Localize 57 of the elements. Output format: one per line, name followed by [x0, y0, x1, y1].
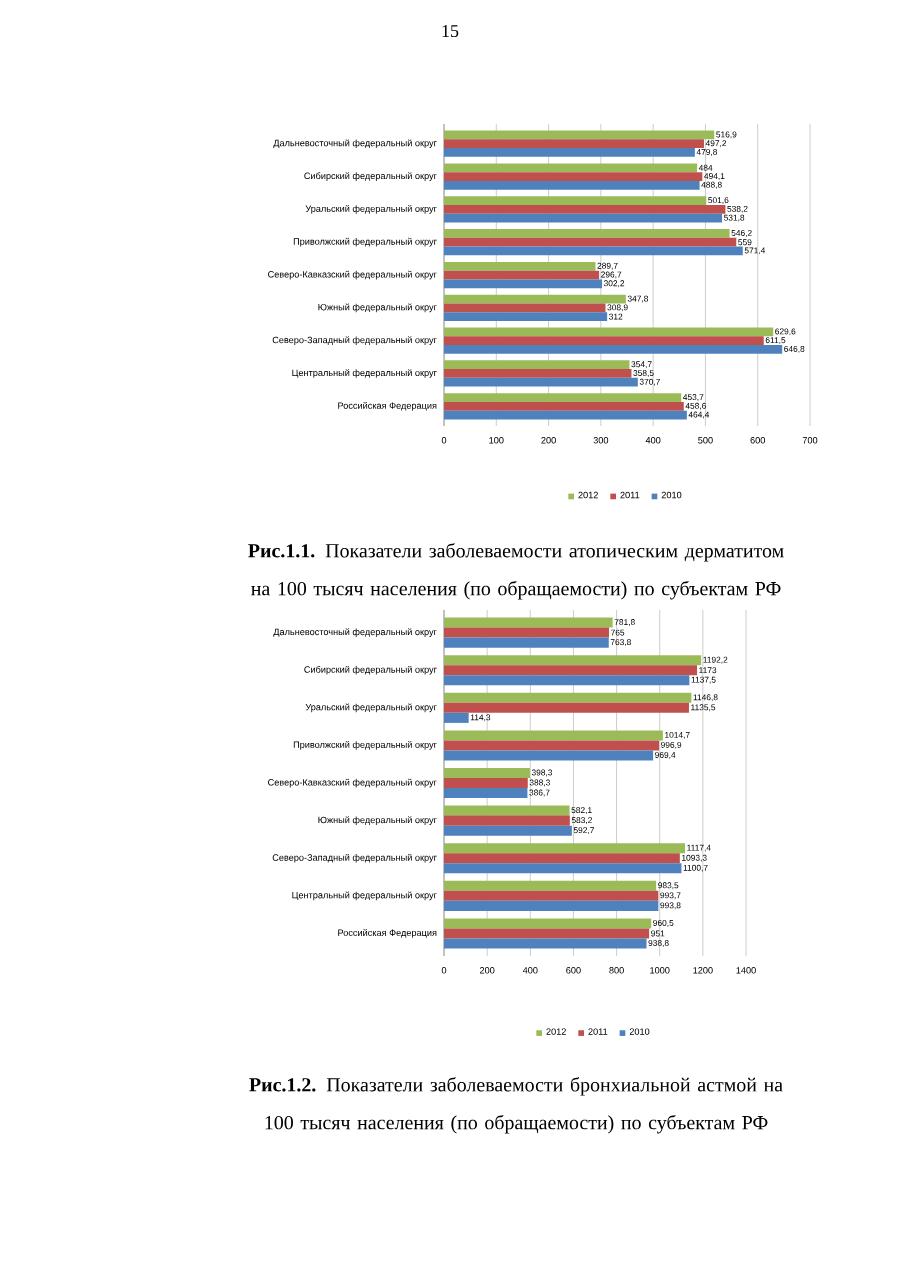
bar: [444, 130, 715, 140]
bar: [444, 377, 638, 387]
bar: [444, 345, 783, 354]
bar: [444, 279, 603, 289]
bar: [444, 410, 687, 420]
bar: [444, 312, 608, 321]
bar: [444, 246, 743, 256]
bar: [444, 702, 689, 713]
text: Рис.1.2. Показатели заболеваемости бронхиальной астмой на 100 тысяч населения (по обращаемости) по субъектам РФ: [249, 1077, 783, 1134]
bar: [444, 692, 692, 703]
text: Рис.1.1. Показатели заболеваемости атопическим дерматитом на 100 тысяч населения (по обращаемости) по субъектам РФ: [248, 543, 784, 600]
bar: [444, 843, 686, 854]
bar: [444, 730, 663, 741]
bar: [444, 750, 654, 761]
bar: [444, 890, 659, 901]
bar: [444, 172, 703, 181]
text: 15: [442, 25, 459, 38]
bar: [444, 229, 730, 238]
bar: [444, 788, 528, 799]
bar: [444, 180, 700, 190]
bar: [444, 918, 652, 929]
bar: [444, 712, 469, 723]
bar: [444, 805, 570, 816]
bar: [444, 213, 723, 223]
bar: [444, 655, 702, 666]
bar: [444, 369, 632, 378]
bar: [444, 139, 704, 149]
bar: [444, 270, 600, 280]
bar: [444, 825, 572, 836]
bar: [444, 204, 726, 214]
bar: [444, 617, 613, 628]
bar: [444, 880, 657, 891]
bar: [444, 740, 660, 751]
bar: [444, 360, 630, 370]
bar: [444, 778, 528, 789]
bar: [444, 327, 774, 337]
bar: [444, 853, 680, 864]
bar: [444, 815, 570, 826]
bar: [444, 303, 606, 313]
bar: [444, 196, 707, 205]
bar: [444, 675, 690, 686]
bar: [444, 294, 626, 304]
bar: [444, 261, 596, 271]
bar: [444, 863, 682, 874]
bar: [444, 627, 610, 638]
bar: [444, 637, 609, 648]
bar: [444, 665, 698, 676]
bar: [444, 336, 764, 346]
bar: [444, 900, 659, 911]
bar: [444, 163, 698, 173]
bar: [444, 237, 737, 247]
bar: [444, 928, 650, 939]
bar: [444, 148, 695, 157]
bar: [444, 401, 684, 411]
bar: [444, 393, 682, 402]
bar: [444, 938, 647, 949]
bar: [444, 767, 530, 779]
